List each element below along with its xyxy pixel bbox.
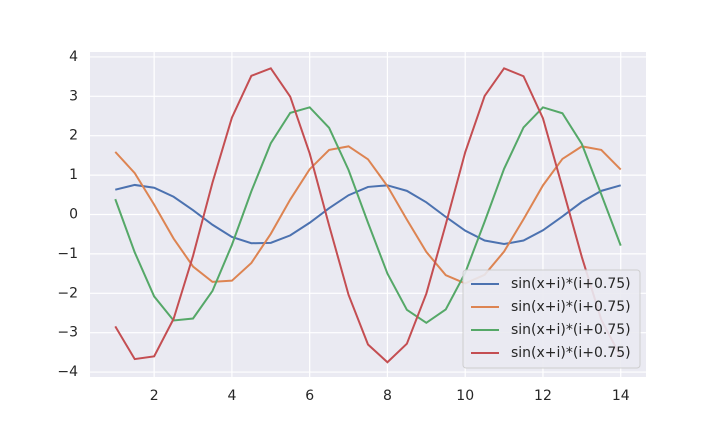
x-tick-label: 8 xyxy=(383,388,392,404)
line-series xyxy=(115,183,621,246)
y-tick-label: −1 xyxy=(57,246,78,262)
x-tick-label: 4 xyxy=(227,388,236,404)
legend-label: sin(x+i)*(i+0.75) xyxy=(511,276,631,292)
line-series xyxy=(114,145,622,285)
x-tick-label: 12 xyxy=(534,388,552,404)
x-tick-label: 14 xyxy=(612,388,630,404)
legend: sin(x+i)*(i+0.75) sin(x+i)*(i+0.75) sin(x+… xyxy=(462,269,641,369)
legend-label: sin(x+i)*(i+0.75) xyxy=(511,322,631,338)
y-tick-label: −2 xyxy=(57,285,78,301)
y-tick-label: 3 xyxy=(69,88,78,104)
y-tick-label: 1 xyxy=(69,167,78,183)
y-tick-label: −3 xyxy=(57,325,78,341)
x-tick-label: 2 xyxy=(150,388,159,404)
y-tick-label: 4 xyxy=(69,49,78,65)
line-series xyxy=(114,67,622,364)
legend-box xyxy=(462,269,641,369)
y-tick-label: −4 xyxy=(57,364,78,380)
line-series xyxy=(114,106,622,325)
x-tick-label: 10 xyxy=(456,388,474,404)
y-tick-label: 0 xyxy=(69,207,78,223)
legend-label: sin(x+i)*(i+0.75) xyxy=(511,345,631,361)
x-tick-label: 6 xyxy=(305,388,314,404)
legend-label: sin(x+i)*(i+0.75) xyxy=(511,299,631,315)
y-tick-label: 2 xyxy=(69,128,78,144)
